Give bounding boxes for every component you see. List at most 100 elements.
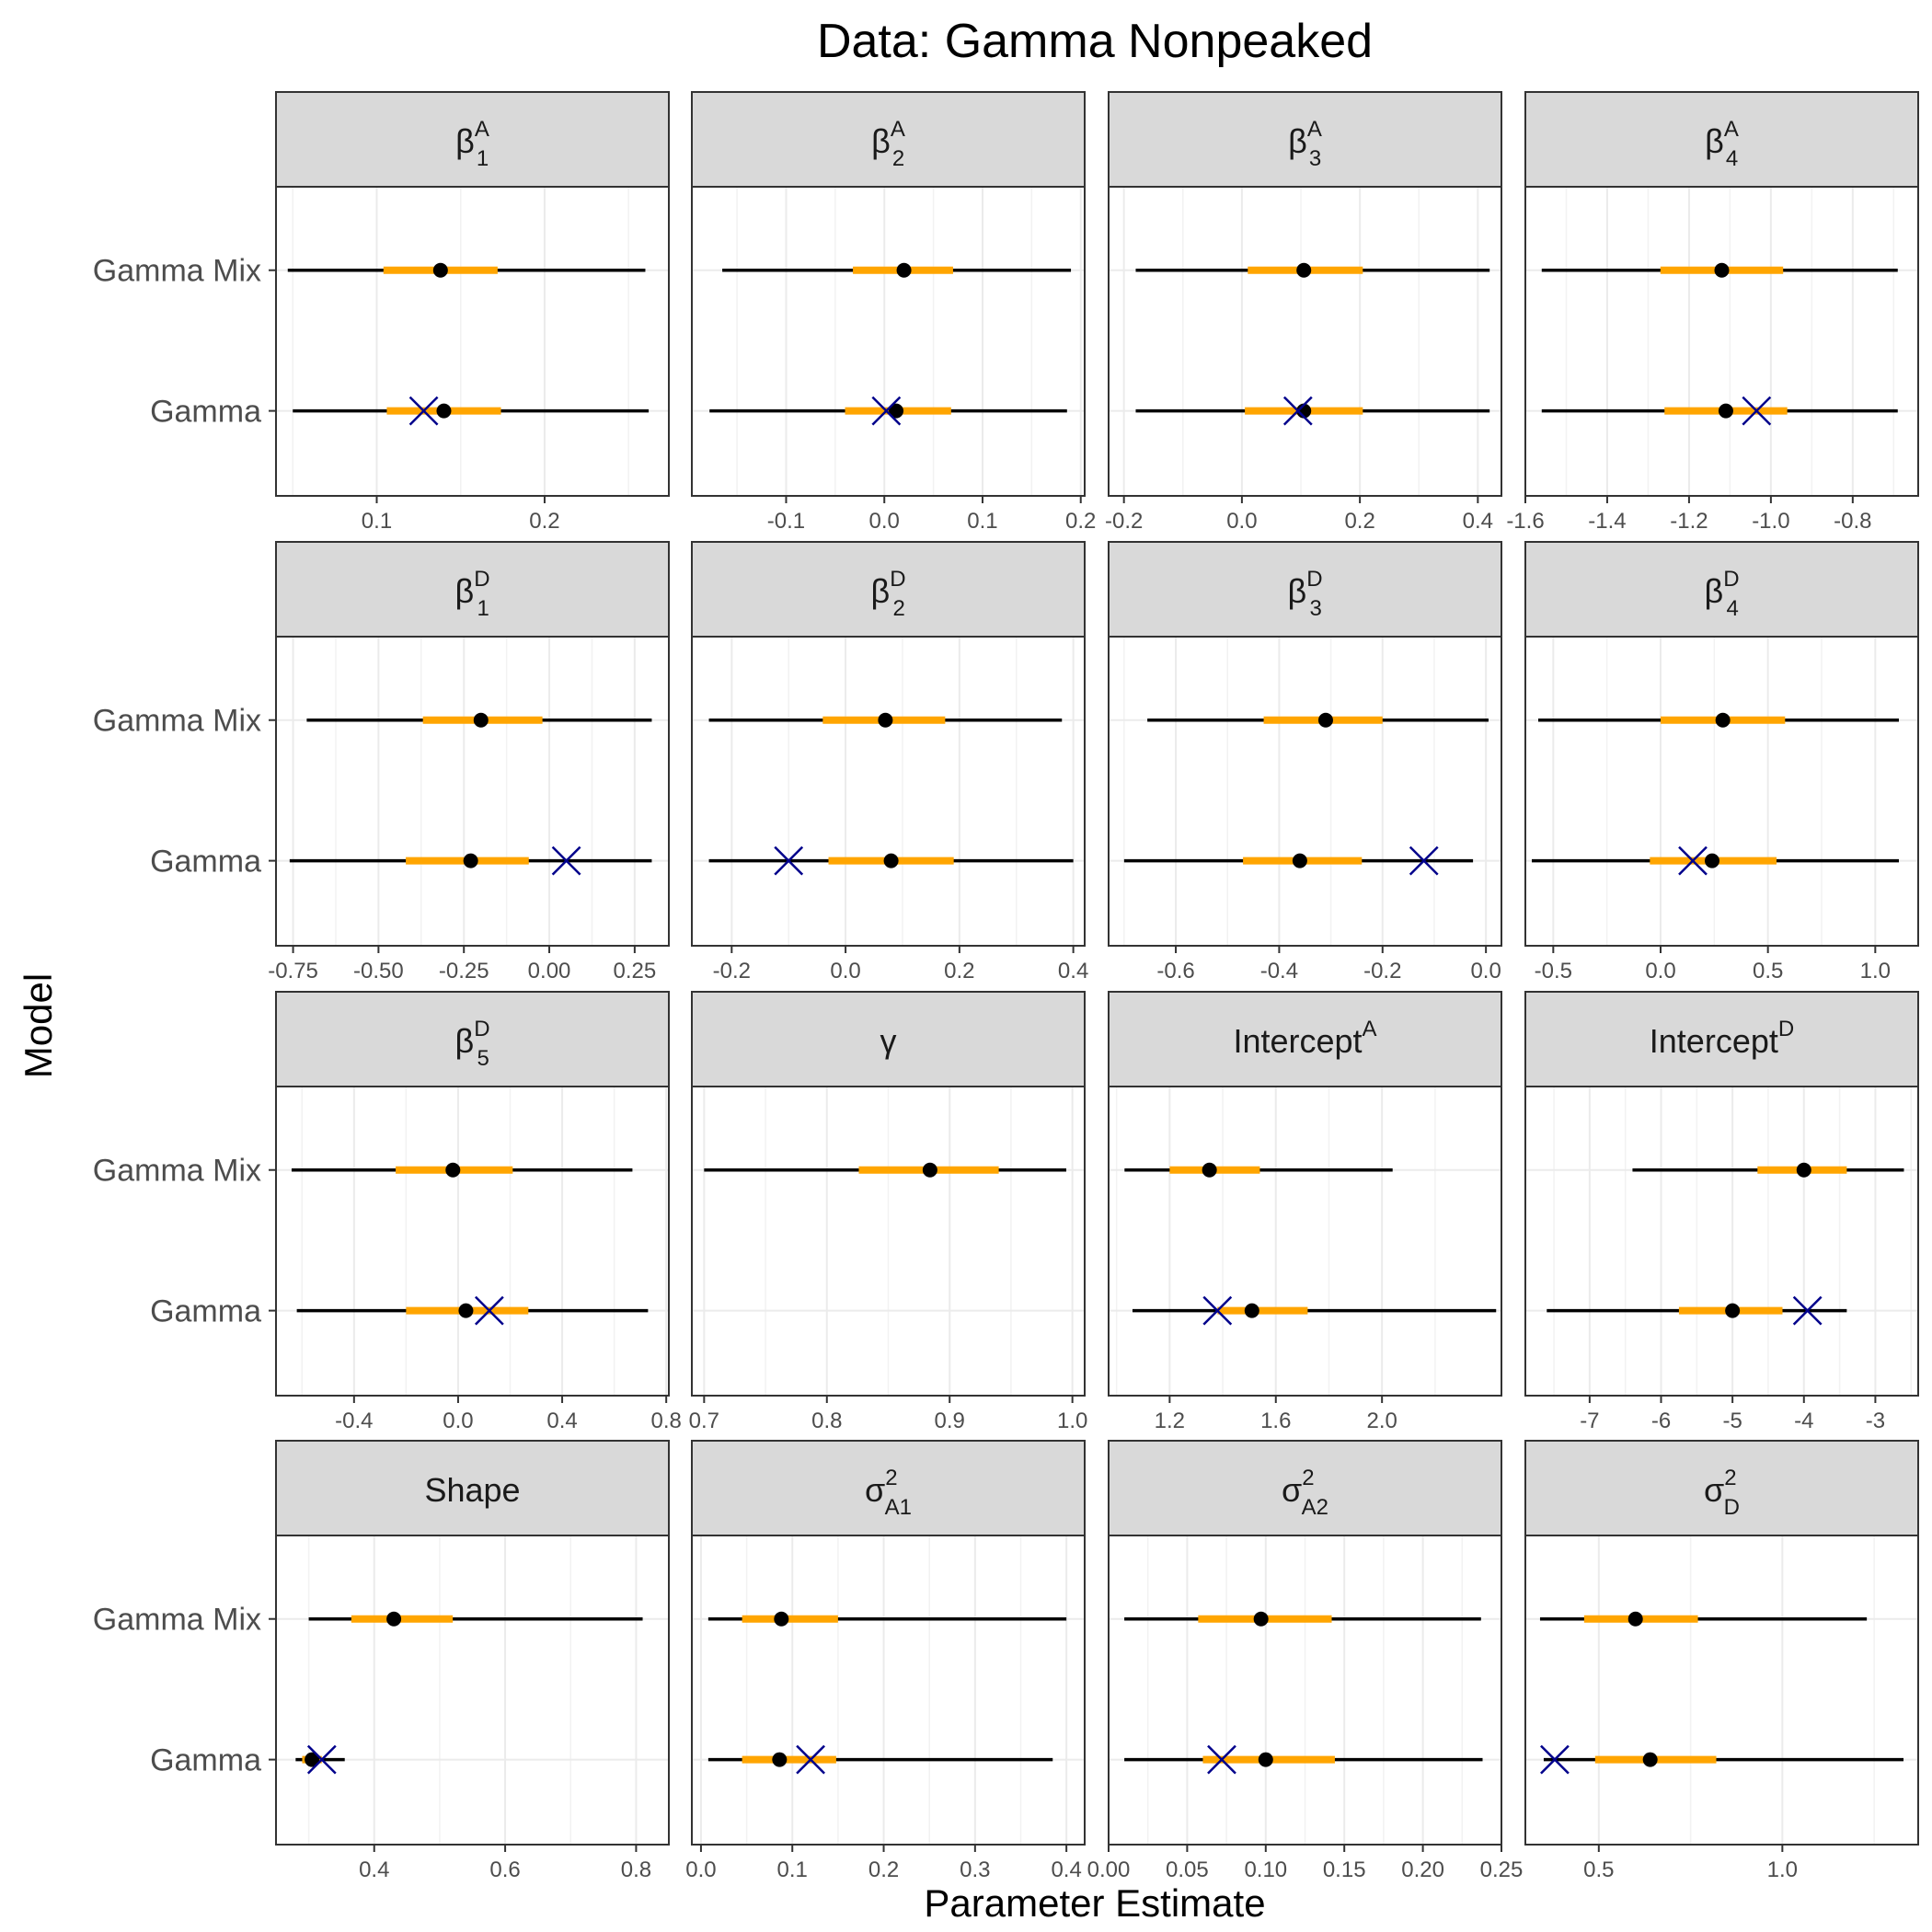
plot-area [1525,1535,1918,1845]
true-value-marker [774,845,804,876]
x-tick-label: 0.8 [650,1409,681,1433]
facet-strip-label: Shape [424,1471,520,1509]
facet-strip-label: βA 4 [1705,117,1739,171]
point-estimate [1296,262,1312,278]
y-category-label: Gamma [150,845,261,880]
true-value-marker [1409,845,1439,876]
x-tick-label: -7 [1580,1409,1599,1433]
point-estimate [1202,1162,1217,1178]
x-tick-label: 0.4 [1463,509,1493,534]
point-estimate [1253,1611,1269,1627]
point-estimate [1796,1162,1811,1178]
point-estimate [1292,853,1307,868]
x-tick-label: -5 [1722,1409,1742,1433]
x-tick-label: -0.2 [1105,509,1143,534]
x-tick-label: -0.2 [713,959,751,983]
x-tick-label: -4 [1794,1409,1813,1433]
panel-border [1108,636,1502,947]
x-tick-label: -1.0 [1752,509,1789,534]
x-tick-label: 0.5 [1753,959,1783,983]
plot-area [692,637,1085,946]
x-tick-label: 0.8 [621,1857,651,1882]
facet-strip-label: σ2 A2 [1282,1466,1328,1520]
true-value-marker [306,1744,337,1775]
x-tick-label: -6 [1651,1409,1671,1433]
panel-border [1524,1535,1919,1846]
facet-strip [1108,541,1502,638]
x-tick-label: 0.0 [1645,959,1675,983]
x-tick-label: 1.2 [1155,1409,1185,1433]
x-tick-label: 0.3 [960,1857,990,1882]
facet-strip-label: σ2 D [1704,1466,1740,1520]
facet-strip-label: σ2 A1 [865,1466,912,1520]
x-tick-label: 1.0 [1057,1409,1087,1433]
panel-border [275,1086,670,1397]
panel-border [275,636,670,947]
x-tick-label: 0.0 [1470,959,1501,983]
x-tick-label: 0.1 [362,509,392,534]
plot-area [1109,187,1501,496]
facet-panel: γ 0.7 0.8 0.9 1.0 [689,991,1087,1433]
true-value-marker [1792,1295,1823,1326]
facet-panel: βD 1 -0.75 -0.50 -0.25 0.00 0.25 Gamma Mix Gamma [93,541,670,983]
true-value-marker [871,396,902,426]
facet-strip [1524,91,1919,188]
point-estimate [896,262,912,278]
plot-area [1109,1087,1501,1396]
x-tick-label: 0.0 [830,959,860,983]
facet-strip [1524,991,1919,1087]
x-tick-label: 0.2 [944,959,974,983]
point-estimate [473,712,489,728]
x-tick-label: 0.15 [1323,1857,1366,1882]
facet-strip-label: γ [880,1022,897,1060]
x-tick-label: 0.5 [1583,1857,1614,1882]
point-estimate [1244,1303,1259,1318]
x-tick-label: 1.0 [1767,1857,1798,1882]
point-estimate [883,853,899,868]
x-tick-label: 0.05 [1166,1857,1209,1882]
x-tick-label: 0.10 [1244,1857,1287,1882]
x-tick-label: 0.0 [1226,509,1257,534]
plot-area [692,1535,1085,1845]
x-tick-label: 0.2 [868,1857,899,1882]
facet-strip [275,1440,670,1536]
facet-strip [1524,1440,1919,1536]
x-tick-label: 0.2 [1344,509,1374,534]
x-tick-label: 2.0 [1366,1409,1397,1433]
x-tick-label: 0.0 [443,1409,473,1433]
x-tick-label: 0.00 [1087,1857,1131,1882]
true-value-marker [796,1744,825,1775]
point-estimate [432,262,448,278]
x-tick-label: 0.7 [689,1409,719,1433]
facet-strip-label: βA 1 [455,117,489,171]
plot-area [1525,1087,1918,1396]
facet-panel: βD 3 -0.6 -0.4 -0.2 0.0 [1108,541,1502,983]
facet-strip [691,91,1086,188]
point-estimate [922,1162,937,1178]
plot-area [276,1087,669,1396]
x-tick-label: -1.4 [1588,509,1626,534]
x-tick-label: 0.1 [967,509,997,534]
facet-strip-label: βD 4 [1704,567,1739,621]
panel-border [275,1535,670,1846]
plot-area [276,1535,669,1845]
panel-border [691,1535,1086,1846]
y-axis-title: Model [17,973,60,1078]
point-estimate [1258,1752,1273,1767]
facet-strip [275,91,670,188]
panel-border [1108,1535,1502,1846]
x-tick-label: 0.00 [528,959,571,983]
facet-panel: Shape 0.4 0.6 0.8 Gamma Mix Gamma [93,1440,670,1882]
chart-title: Data: Gamma Nonpeaked [817,15,1373,68]
point-estimate [772,1752,788,1767]
facet-strip-label: βD 3 [1287,567,1322,621]
panel-border [1524,636,1919,947]
point-estimate [1718,403,1733,419]
x-tick-label: 0.4 [359,1857,389,1882]
plot-area [1525,187,1918,496]
facet-panel: σ2 A2 0.00 0.05 0.10 0.15 0.20 0.25 [1087,1440,1523,1882]
panel-border [691,1086,1086,1397]
point-estimate [386,1611,402,1627]
facet-strip-label: βD 1 [454,567,489,621]
